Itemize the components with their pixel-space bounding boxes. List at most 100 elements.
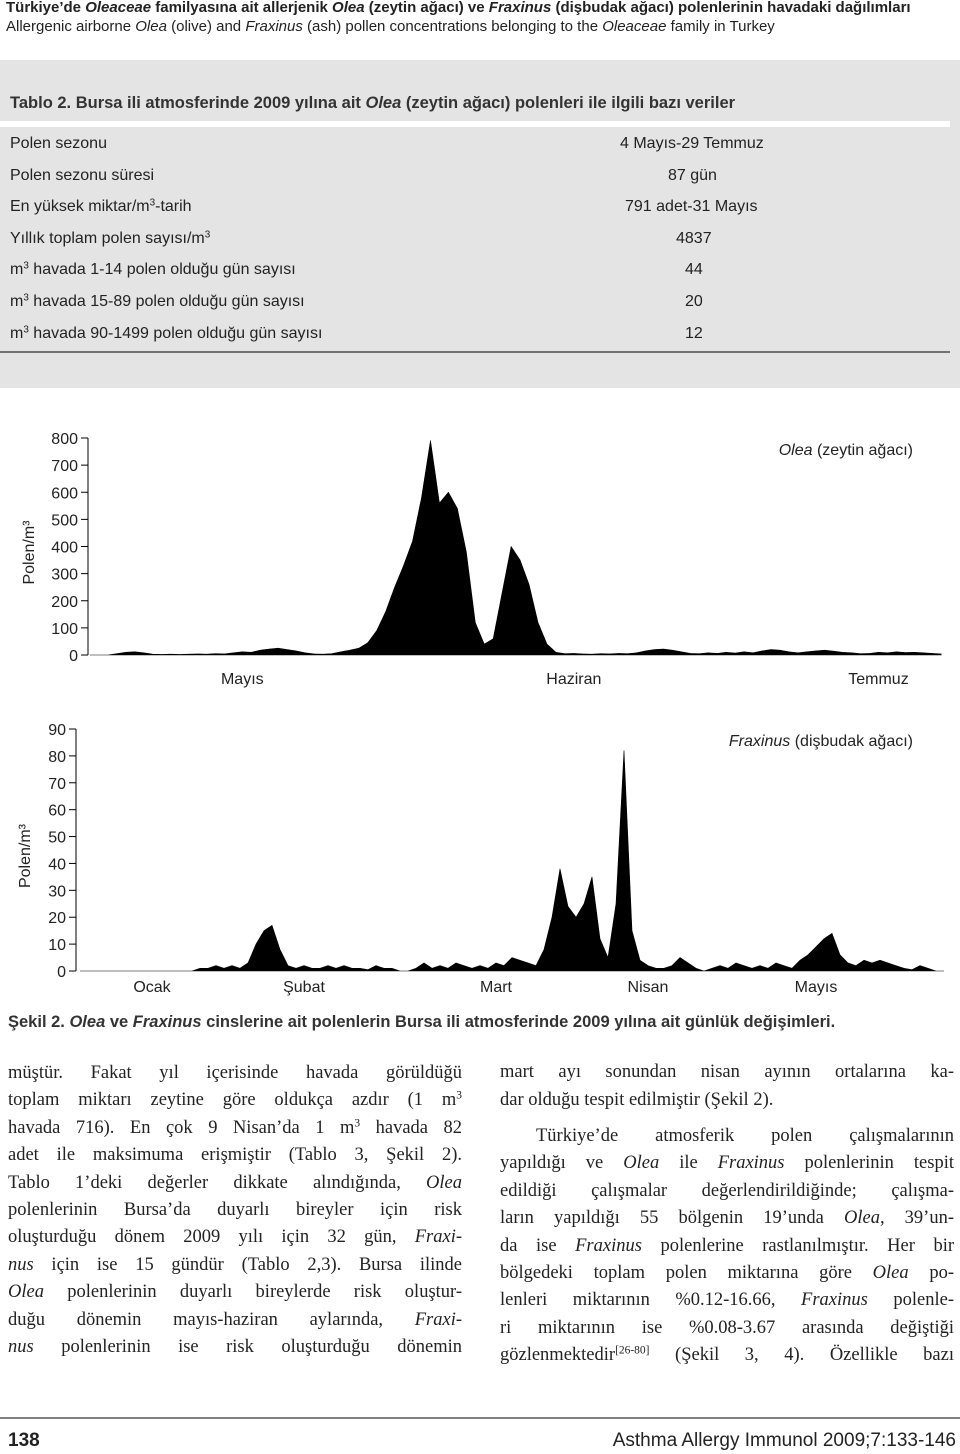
row-value: 4837 bbox=[676, 229, 712, 247]
text-run: da ise bbox=[500, 1235, 576, 1256]
row-value: 87 gün bbox=[668, 166, 717, 184]
label-run: Olea bbox=[779, 442, 813, 459]
body-line: nus için ise 15 gündür (Tablo 2,3). Burs… bbox=[8, 1253, 462, 1277]
text-run: havada 716). En çok 9 Nisan’da 1 m bbox=[8, 1117, 355, 1138]
text-run: polenlerinin Bursa’da duyarlı bireyler i… bbox=[8, 1200, 462, 1220]
text-run: oluşturduğu dönem 2009 yılı için 32 gün, bbox=[8, 1227, 415, 1248]
text-run: Şekil 2. bbox=[8, 1013, 70, 1031]
figure-caption: Şekil 2. Olea ve Fraxinus cinslerine ait… bbox=[8, 1013, 835, 1032]
text-run: ların yapıldığı 55 bölgenin 19’unda bbox=[500, 1208, 844, 1229]
body-line: bölgedeki toplam polen miktarına göre Ol… bbox=[500, 1261, 954, 1285]
y-tick-label: 90 bbox=[48, 722, 66, 739]
y-tick-label: 300 bbox=[51, 567, 78, 584]
text-run: Fraxinus bbox=[575, 1235, 642, 1256]
text-run: Olea bbox=[426, 1172, 462, 1193]
body-line: yapıldığı ve Olea ile Fraxinus polenleri… bbox=[500, 1151, 954, 1175]
text-run: po- bbox=[908, 1263, 954, 1283]
text-run: havada 90-1499 polen olduğu gün sayısı bbox=[28, 324, 323, 342]
body-line: polenlerinin Bursa’da duyarlı bireyler i… bbox=[8, 1198, 462, 1222]
text-run: m bbox=[10, 293, 24, 310]
label-run: Fraxinus bbox=[729, 733, 790, 750]
body-line: nus polenlerinin ise risk oluşturduğu dö… bbox=[8, 1335, 462, 1359]
row-value: 12 bbox=[685, 324, 703, 342]
page-number: 138 bbox=[8, 1430, 40, 1451]
y-tick-label: 0 bbox=[69, 648, 78, 665]
text-run: m bbox=[10, 261, 24, 279]
body-line: duğu dönemin mayıs-haziran aylarında, Fr… bbox=[8, 1308, 462, 1332]
text-run: Oleaceae bbox=[85, 0, 152, 16]
text-run: 3 bbox=[204, 229, 211, 241]
text-run: (zeytin ağacı) ve bbox=[364, 0, 489, 16]
text-run: Türkiye’de atmosferik polen çalışmaların… bbox=[536, 1126, 954, 1146]
y-tick-label: 100 bbox=[51, 621, 78, 638]
text-run: 3 bbox=[149, 197, 156, 209]
y-axis-label: Polen/m³ bbox=[21, 520, 38, 585]
y-tick-label: 40 bbox=[48, 856, 66, 873]
text-run: nus bbox=[8, 1337, 34, 1357]
text-run: ri miktarının ise %0.08-3.67 arasında de… bbox=[500, 1317, 954, 1338]
y-tick-label: 600 bbox=[51, 485, 78, 502]
text-run: 3 bbox=[23, 324, 29, 336]
text-run: polenlerinin ise risk oluşturduğu dönemi… bbox=[33, 1337, 462, 1357]
y-axis-label: Polen/m³ bbox=[17, 823, 34, 888]
text-run: Olea bbox=[69, 1013, 106, 1031]
text-run: polenlerinin duyarlı bireylerde risk olu… bbox=[43, 1282, 462, 1303]
area bbox=[90, 440, 942, 656]
x-tick-label: Ocak bbox=[133, 979, 171, 996]
text-run: 3 bbox=[23, 292, 29, 304]
row-label: Polen sezonu süresi bbox=[10, 167, 154, 185]
y-tick-label: 20 bbox=[48, 910, 66, 927]
y-tick-label: 70 bbox=[48, 776, 66, 793]
x-tick-label: Mayıs bbox=[795, 979, 838, 996]
body-line: Tablo 1’deki değerler dikkate alındığınd… bbox=[8, 1171, 462, 1195]
body-line: Türkiye’de atmosferik polen çalışmaların… bbox=[536, 1124, 954, 1148]
label-run: (dişbudak ağacı) bbox=[790, 733, 913, 750]
text-run: 3 bbox=[456, 1090, 462, 1103]
text-run: Olea bbox=[843, 1208, 880, 1229]
row-label: m3 havada 90-1499 polen olduğu gün sayıs… bbox=[10, 325, 322, 343]
text-run: müştür. Fakat yıl içerisinde havada görü… bbox=[8, 1063, 462, 1083]
text-run: nus bbox=[8, 1254, 34, 1275]
row-label: En yüksek miktar/m3-tarih bbox=[10, 198, 192, 216]
table-title: Tablo 2. Bursa ili atmosferinde 2009 yıl… bbox=[10, 94, 735, 113]
text-run: edildiği çalışmalar değerlendirildiğinde… bbox=[500, 1180, 954, 1201]
text-run: polenlerine rastlanılmıştır. Her bir bbox=[641, 1235, 954, 1256]
text-run: Yıllık toplam polen sayısı/m bbox=[10, 229, 205, 247]
row-label: m3 havada 15-89 polen olduğu gün sayısı bbox=[10, 293, 305, 311]
running-title: Türkiye’de Oleaceae familyasına ait alle… bbox=[6, 0, 911, 16]
text-run: 3 bbox=[354, 1117, 361, 1130]
body-line: adet ile maksimuma erişmiştir (Tablo 3, … bbox=[8, 1143, 462, 1167]
text-run: Tablo 2. Bursa ili atmosferinde 2009 yıl… bbox=[10, 94, 366, 112]
series-label: Fraxinus (dişbudak ağacı) bbox=[729, 733, 913, 750]
text-run: dar olduğu tespit edilmiştir (Şekil 2). bbox=[500, 1090, 774, 1110]
running-subtitle: Allergenic airborne Olea (olive) and Fra… bbox=[6, 18, 775, 35]
text-run: havada 15-89 polen olduğu gün sayısı bbox=[28, 293, 305, 310]
text-run: havada 82 bbox=[360, 1117, 462, 1138]
body-line: edildiği çalışmalar değerlendirildiğinde… bbox=[500, 1179, 954, 1203]
y-tick-label: 60 bbox=[48, 803, 66, 820]
text-run: polenlerinin tespit bbox=[784, 1153, 954, 1174]
text-run: (zeytin ağacı) polenleri ile ilgili bazı… bbox=[401, 94, 736, 112]
y-tick-label: 10 bbox=[48, 937, 66, 954]
text-run: Fraxinus bbox=[717, 1153, 785, 1174]
text-run: m bbox=[10, 324, 24, 342]
text-run: Allergenic airborne bbox=[6, 18, 136, 35]
text-run: family in Turkey bbox=[666, 18, 775, 35]
text-run: Olea bbox=[365, 94, 402, 112]
text-run: 3 bbox=[23, 260, 29, 272]
x-tick-label: Haziran bbox=[546, 671, 601, 688]
x-tick-label: Temmuz bbox=[848, 671, 908, 688]
label-run: (zeytin ağacı) bbox=[813, 442, 913, 459]
text-run: bölgedeki toplam polen miktarına göre bbox=[500, 1263, 873, 1283]
y-tick-label: 0 bbox=[57, 964, 66, 981]
text-run: Polen sezonu süresi bbox=[10, 166, 155, 184]
body-line: ların yapıldığı 55 bölgenin 19’unda Olea… bbox=[500, 1206, 954, 1230]
text-run: polenle- bbox=[867, 1290, 954, 1311]
text-run: cinslerine ait polenlerin Bursa ili atmo… bbox=[201, 1013, 836, 1031]
y-tick-label: 800 bbox=[51, 431, 78, 448]
text-run: [26-80] bbox=[615, 1344, 650, 1357]
text-run: (Şekil 3, 4). Özellikle bazı bbox=[649, 1345, 954, 1366]
text-run: Fraxinus bbox=[132, 1013, 202, 1031]
